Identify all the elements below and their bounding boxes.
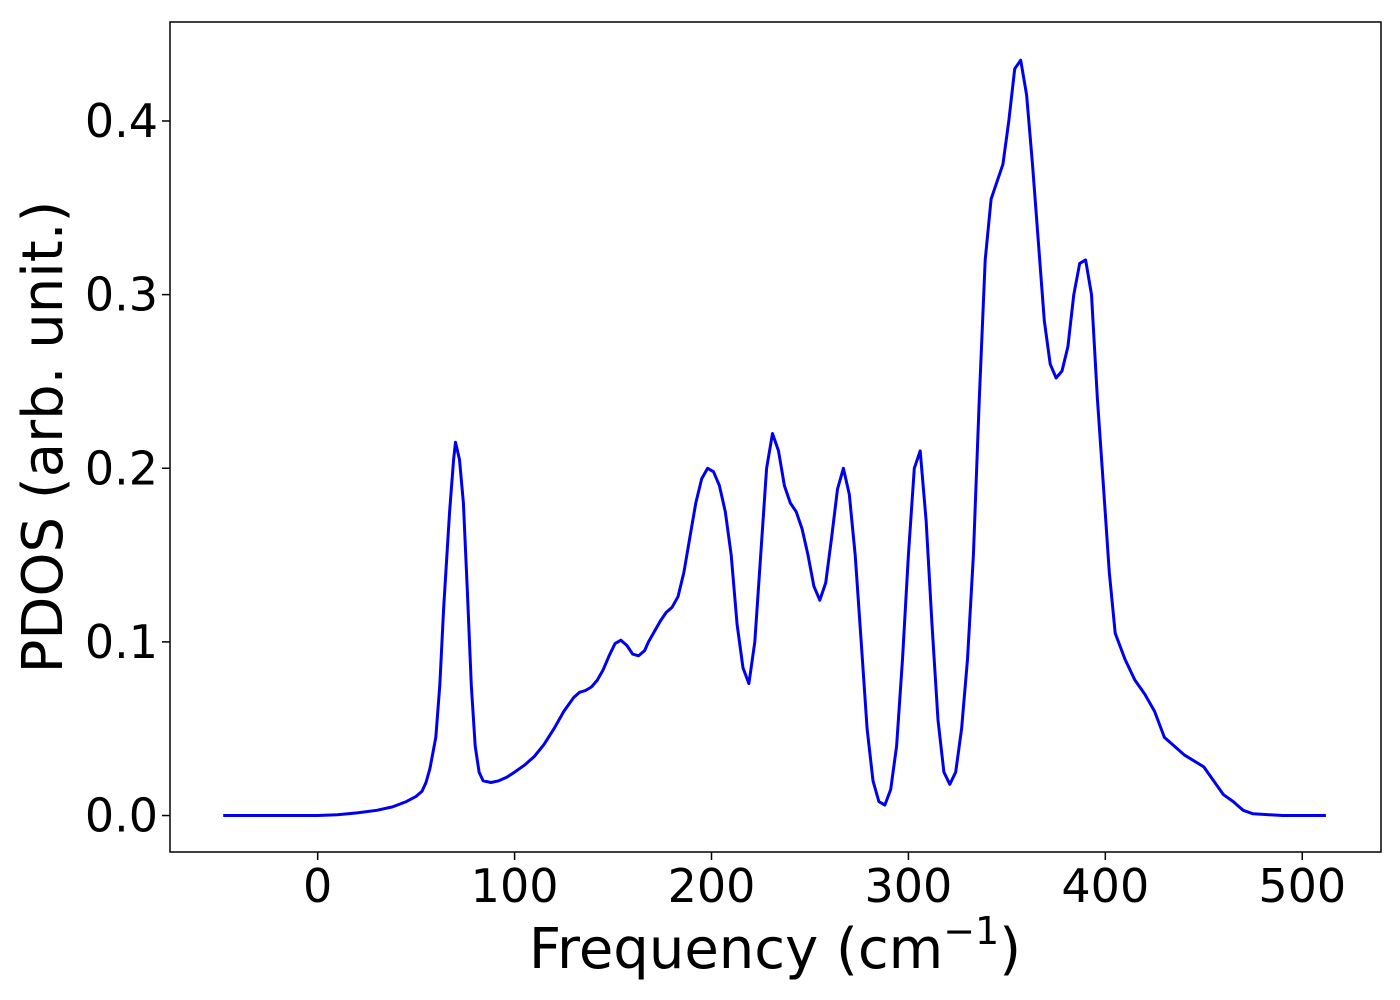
x-tick-label: 200 (668, 859, 756, 913)
x-tick-label: 0 (303, 859, 332, 913)
x-tick-label: 400 (1061, 859, 1149, 913)
x-tick-label: 500 (1258, 859, 1346, 913)
x-tick-label: 100 (471, 859, 559, 913)
x-axis-label: Frequency (cm−1) (529, 909, 1021, 982)
y-axis-ticks: 0.0 0.1 0.2 0.3 0.4 (85, 94, 170, 843)
x-tick-label: 300 (865, 859, 953, 913)
y-tick-label: 0.3 (85, 268, 158, 322)
y-tick-label: 0.0 (85, 789, 158, 843)
y-tick-label: 0.1 (85, 615, 158, 669)
x-axis-label-sup: −1 (943, 909, 999, 953)
y-axis-label: PDOS (arb. unit.) (11, 201, 76, 674)
y-tick-label: 0.2 (85, 441, 158, 495)
pdos-series-line (223, 58, 1326, 817)
plot-frame (169, 21, 1382, 853)
x-axis-ticks: 0 100 200 300 400 500 (303, 852, 1346, 913)
y-tick-label: 0.4 (85, 94, 158, 148)
x-axis-label-suffix: ) (999, 917, 1021, 982)
